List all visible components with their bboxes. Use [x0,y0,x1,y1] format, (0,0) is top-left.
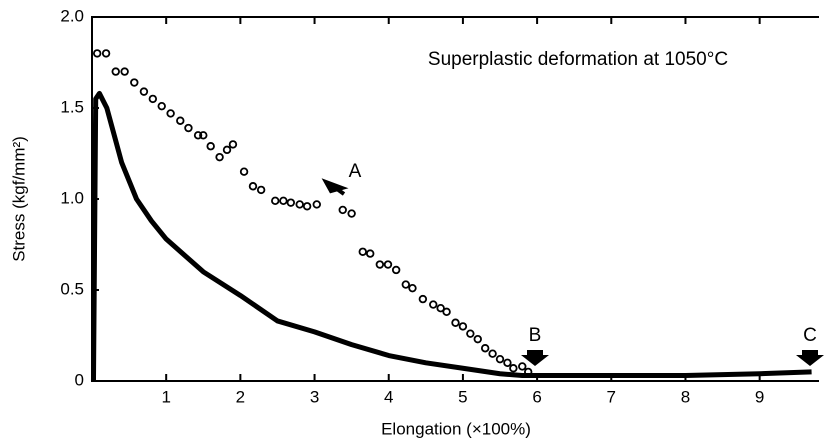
data-point [418,294,428,304]
data-point [365,249,375,258]
data-point [295,200,304,209]
data-point [451,318,460,327]
data-point [92,49,102,58]
x-axis-label: Elongation (×100%) [381,419,531,438]
x-tick-label: 1 [161,387,170,406]
y-tick-label: 1.5 [60,97,84,116]
arrow [321,178,349,196]
data-point [518,362,527,371]
x-tick-label: 7 [607,387,616,406]
data-point [248,182,258,191]
data-point [199,131,208,140]
data-point [157,101,166,111]
data-point [302,202,312,211]
data-point [239,167,249,176]
x-tick-label: 6 [532,387,541,406]
data-point [466,329,475,338]
data-point [488,349,497,358]
data-point [458,322,468,331]
data-point [101,49,111,58]
data-point [503,358,512,367]
arrow [521,350,549,366]
data-point [206,142,215,151]
y-tick-label: 0 [75,370,84,389]
data-point [228,140,238,149]
data-point [271,196,280,206]
x-tick-label: 8 [681,387,690,406]
data-point [480,344,490,353]
data-point [166,109,175,118]
data-point [429,300,438,309]
y-axis-label: Stress (kgf/mm²) [9,136,28,262]
data-point [436,304,445,313]
data-point [338,205,347,215]
annotation: B [529,325,542,346]
data-point [401,280,410,289]
data-line [90,90,812,382]
data-point [184,123,193,133]
y-tick-label: 1.0 [60,188,84,207]
data-point [375,260,385,269]
x-tick-label: 4 [384,387,393,406]
annotation: C [803,325,817,346]
data-point [130,78,139,87]
data-point [442,307,451,317]
data-point [408,283,417,293]
data-point [286,198,296,207]
data-point [279,196,288,206]
annotation: A [349,161,362,182]
data-point [383,260,393,269]
y-tick-label: 0.5 [60,279,84,298]
data-point [215,152,224,162]
annotation: Superplastic deformation at 1050°C [428,49,728,70]
data-point [347,209,356,218]
data-point [256,185,266,195]
x-tick-label: 9 [755,387,764,406]
data-point [495,354,505,364]
x-tick-label: 2 [236,387,245,406]
data-point [473,334,482,344]
data-point [148,94,158,104]
x-tick-label: 5 [458,387,467,406]
y-tick-label: 2.0 [60,6,84,25]
x-tick-label: 3 [310,387,319,406]
data-point [358,247,367,256]
data-point [193,131,203,140]
data-point [312,200,321,209]
data-point [176,116,185,125]
arrow [796,350,824,366]
data-point [139,87,149,96]
data-point [509,364,518,373]
data-point [111,67,120,76]
data-point [120,67,129,76]
data-point [391,265,401,275]
data-point [222,145,232,155]
